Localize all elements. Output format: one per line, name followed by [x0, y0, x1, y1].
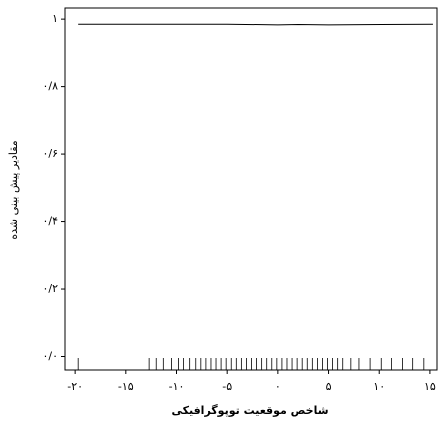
y-tick-label: ۰/۲ [42, 282, 58, 295]
x-tick-label: ۵ [326, 380, 332, 393]
x-axis-title: شاخص موقعیت توپوگرافیکی [171, 404, 328, 417]
y-axis-title: مقادیر پیش بینی شده [7, 140, 20, 239]
x-tick-label: ۱۵ [424, 380, 436, 393]
plot-frame [64, 7, 438, 371]
x-tick-label: -۵ [222, 380, 232, 393]
x-tick-label: -۲۰ [67, 380, 83, 393]
y-tick-label: ۰/۰ [42, 350, 58, 363]
x-tick-label: ۰ [275, 380, 281, 393]
x-tick-label: -۱۵ [118, 380, 134, 393]
y-tick-label: ۰/۸ [42, 80, 58, 93]
y-tick-label: ۰/۶ [42, 147, 58, 160]
x-tick-label: ۱۰ [373, 380, 385, 393]
line [78, 23, 433, 26]
y-tick-label: ۰/۴ [42, 215, 58, 228]
y-tick-label: ۱ [52, 12, 58, 25]
x-tick-label: -۱۰ [169, 380, 185, 393]
